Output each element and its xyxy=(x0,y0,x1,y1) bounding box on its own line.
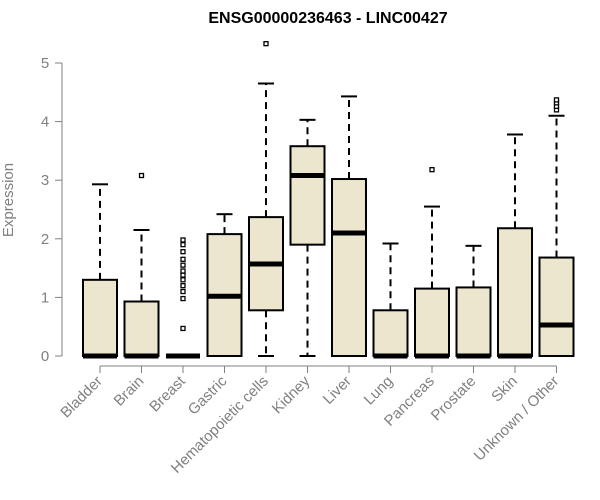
x-tick-label: Liver xyxy=(320,373,355,408)
y-tick-label: 3 xyxy=(41,172,49,189)
y-axis-label: Expression xyxy=(0,163,17,237)
outlier-point xyxy=(180,272,186,278)
outlier-point xyxy=(553,97,560,103)
box-unknown-other xyxy=(538,97,575,357)
box-rect xyxy=(289,145,326,246)
box-brain xyxy=(123,172,160,359)
x-tick-label: Bladder xyxy=(57,373,106,422)
outlier-point xyxy=(180,288,186,295)
y-tick-label: 4 xyxy=(41,114,49,131)
outlier-point xyxy=(263,41,269,47)
outlier-point xyxy=(138,172,145,179)
outlier-point xyxy=(180,237,186,243)
box-breast xyxy=(166,237,200,359)
box-series xyxy=(82,41,575,359)
y-tick-label: 5 xyxy=(41,55,49,72)
box-rect xyxy=(497,227,533,357)
chart-title: ENSG00000236463 - LINC00427 xyxy=(208,10,447,27)
box-gastric xyxy=(206,213,243,357)
outlier-point xyxy=(180,325,186,332)
outlier-point xyxy=(180,295,186,302)
outlier-point xyxy=(429,167,435,173)
outlier-point xyxy=(180,256,186,262)
box-rect xyxy=(538,256,575,357)
y-tick-label: 1 xyxy=(41,289,49,306)
y-tick-label: 0 xyxy=(41,348,49,365)
outlier-point xyxy=(180,242,186,248)
box-hematopoietic-cells xyxy=(248,41,284,357)
box-lung xyxy=(372,242,409,359)
box-pancreas xyxy=(414,167,450,359)
box-skin xyxy=(497,133,533,359)
outlier-point xyxy=(180,268,186,274)
x-tick-label: Brain xyxy=(111,373,148,410)
outlier-point xyxy=(180,262,186,268)
outlier-point xyxy=(180,277,186,283)
box-bladder xyxy=(82,183,118,359)
box-liver xyxy=(331,95,367,357)
x-tick-label: Lung xyxy=(361,373,397,409)
y-axis: 0 1 2 3 4 5 xyxy=(41,55,63,365)
outlier-point xyxy=(180,249,186,255)
box-rect xyxy=(372,309,409,357)
box-kidney xyxy=(289,118,326,357)
box-prostate xyxy=(455,244,492,359)
x-tick-label: Prostate xyxy=(428,373,480,425)
x-tick-label: Kidney xyxy=(269,372,314,417)
outlier-point xyxy=(180,283,186,289)
box-rect xyxy=(82,278,118,358)
box-rect xyxy=(455,286,492,357)
box-rect xyxy=(414,287,450,357)
box-rect xyxy=(331,178,367,357)
x-tick-label: Breast xyxy=(146,372,189,415)
x-tick-label: Skin xyxy=(488,373,521,406)
y-tick-label: 2 xyxy=(41,231,49,248)
box-rect xyxy=(123,300,160,358)
